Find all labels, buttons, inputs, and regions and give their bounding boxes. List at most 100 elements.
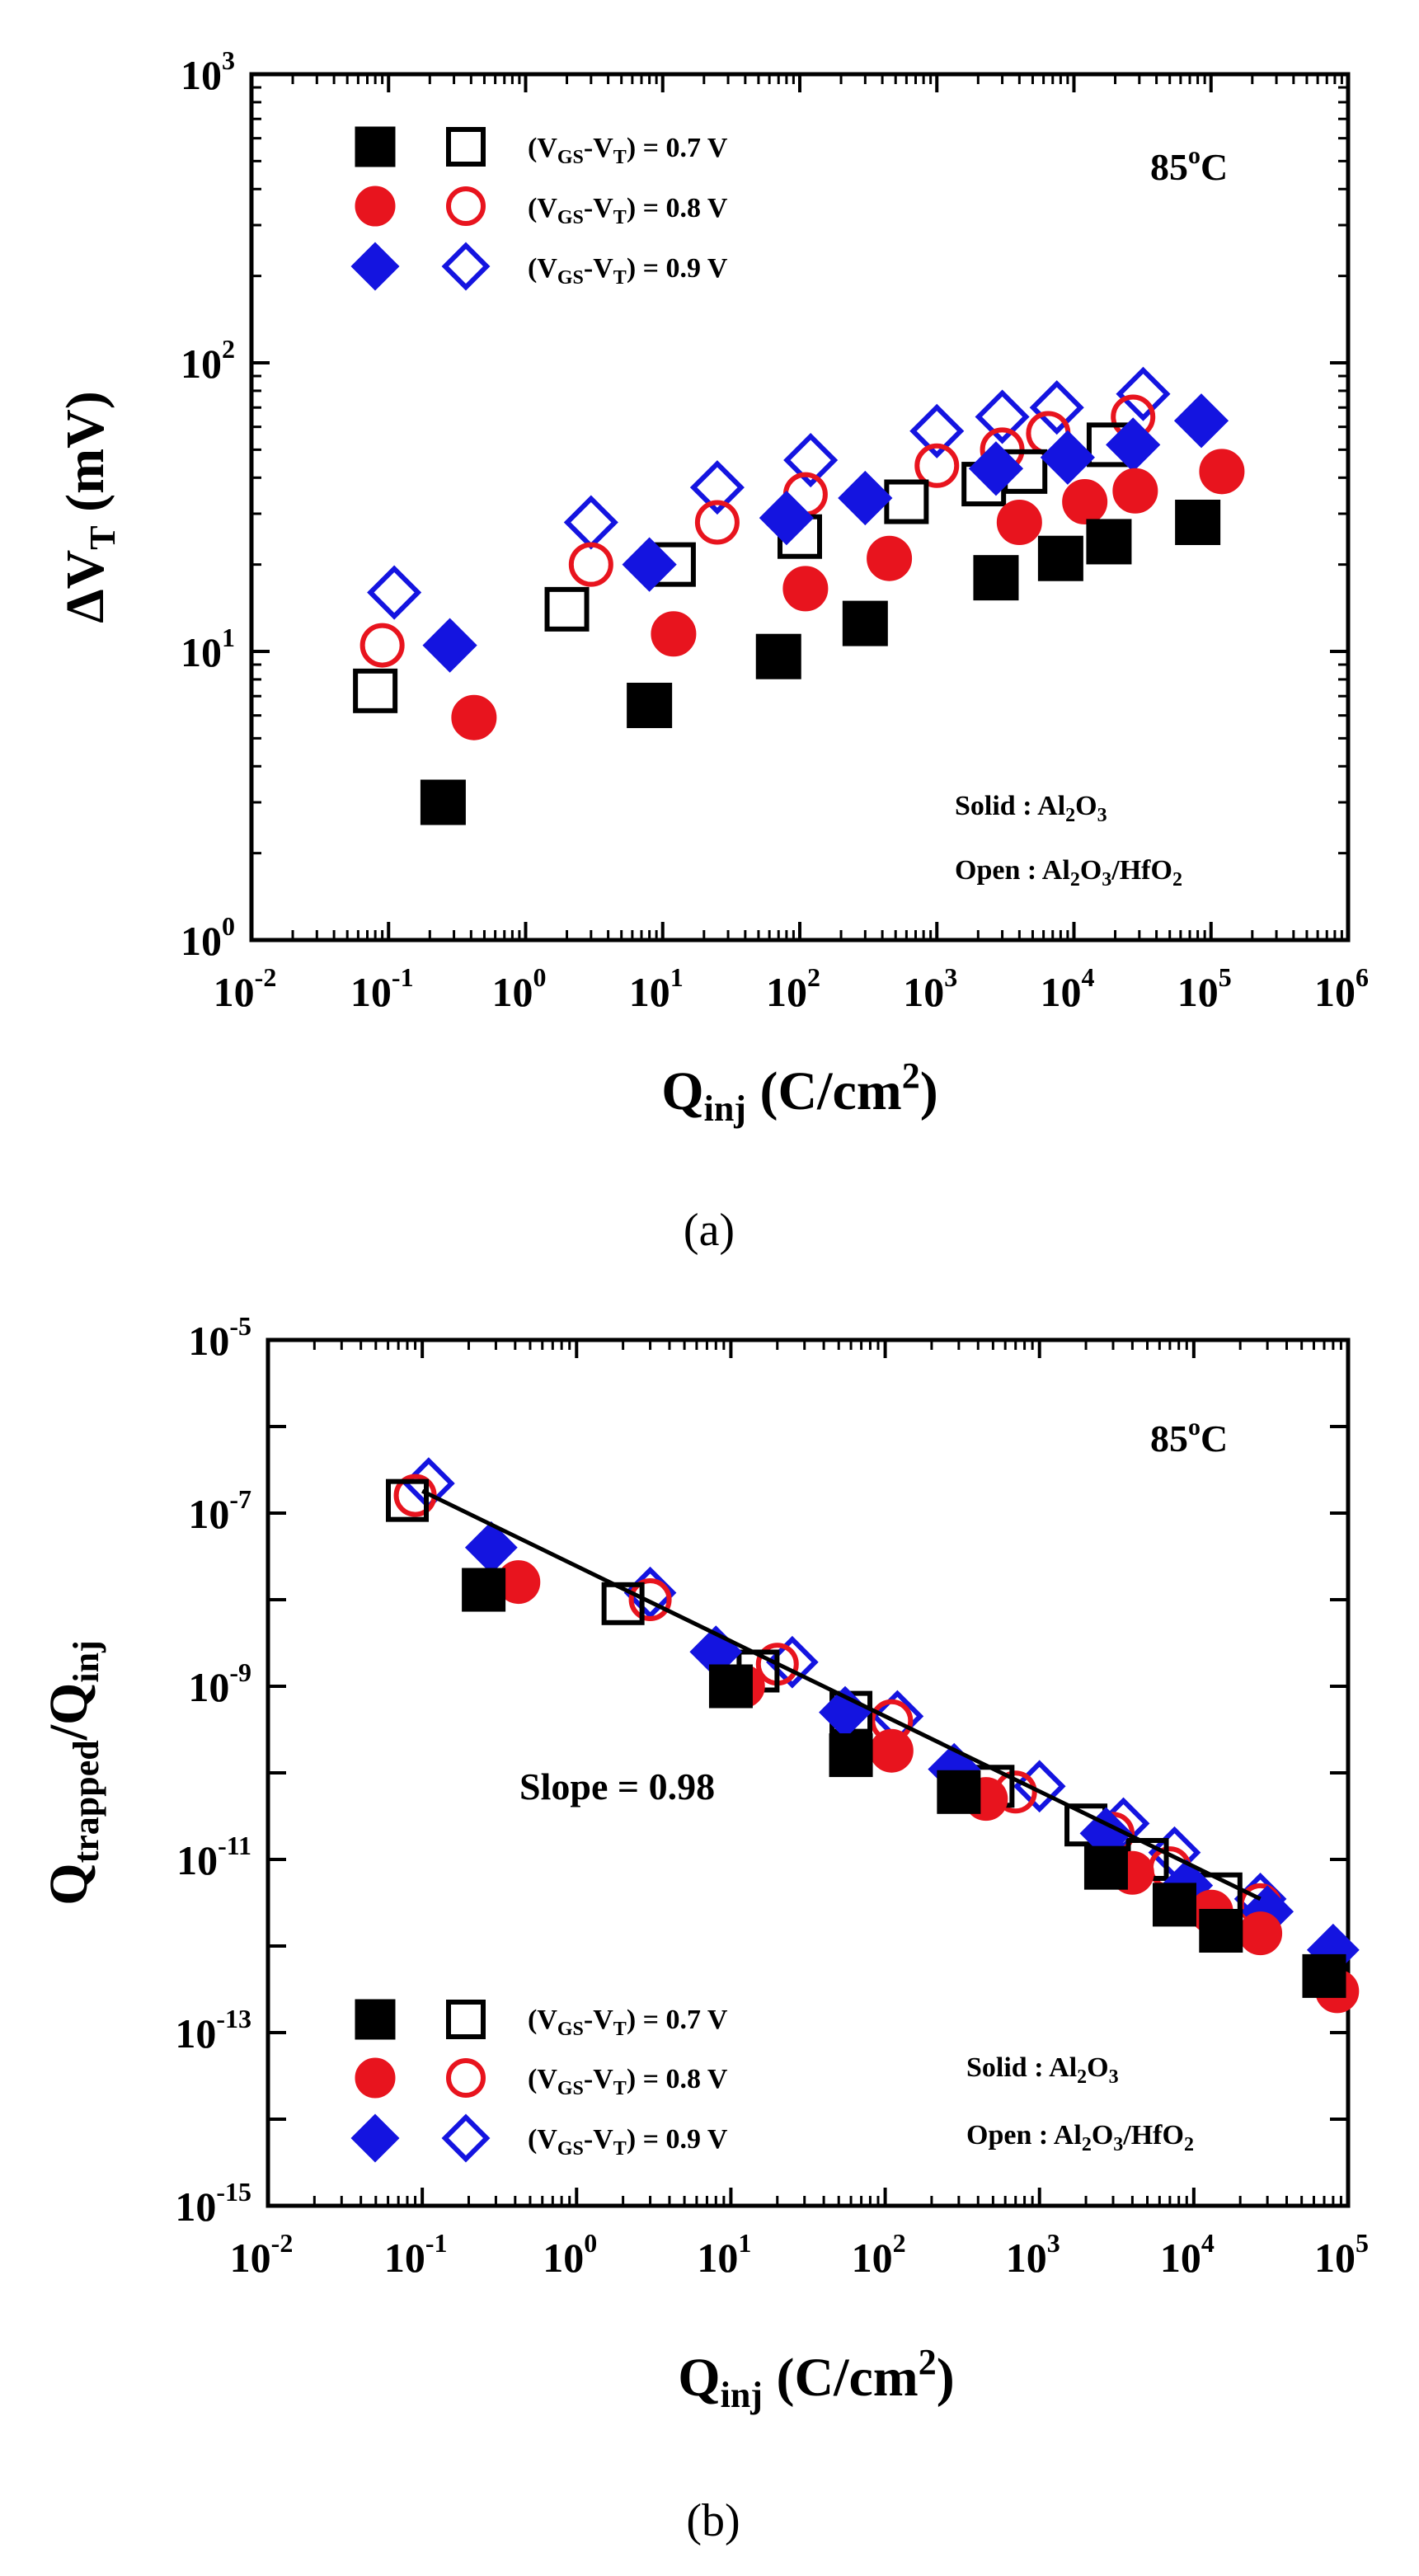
data-point-circle-solid (782, 566, 829, 612)
y-tick-label: 103 (181, 45, 235, 98)
panel-b-ticks: 10-2 10-1 100 101 102 103 104 105 10-15 10-13 10-1… (175, 1311, 1369, 2281)
x-tick-label: 103 (903, 962, 957, 1015)
x-tick-label: 100 (492, 962, 547, 1015)
legend-entry-0.8: (VGS-VT) = 0.8 V (528, 193, 728, 228)
panel-a-x-axis-label: Qinj (C/cm2) (661, 1055, 937, 1129)
panel-b-caption: (b) (686, 2495, 740, 2546)
data-point-square-solid (937, 1770, 981, 1814)
panel-b-y-axis-label: Qtrapped/Qinj (39, 1640, 106, 1906)
data-point-diamond-open (563, 495, 618, 550)
data-point-circle-solid (1062, 479, 1108, 525)
data-point-diamond-solid (968, 441, 1024, 496)
data-point-diamond-open (783, 432, 839, 488)
data-point-diamond-solid (1040, 430, 1095, 485)
data-point-square-open (601, 1582, 645, 1625)
panel-b-solid-note: Solid : Al2O3 (966, 2052, 1119, 2088)
data-point-circle-solid (1199, 449, 1245, 495)
legend-entry-0.7: (VGS-VT) = 0.7 V (528, 2005, 728, 2040)
panel-b-lines (421, 1488, 1262, 1901)
data-point-circle-solid (867, 535, 913, 581)
data-point-circle-solid (451, 694, 497, 740)
panel-a: 10-2 10-1 100 101 102 103 104 105 106 100 101 102 10… (55, 45, 1369, 1256)
data-point-square-solid (420, 779, 466, 825)
data-point-square-solid (755, 633, 801, 679)
data-point-circle-solid (1238, 1911, 1283, 1956)
x-tick-label: 102 (852, 2228, 906, 2281)
panel-a-solid-note: Solid : Al2O3 (955, 791, 1107, 826)
data-point-circle-solid (869, 1728, 914, 1773)
data-point-square-open (386, 1478, 430, 1522)
legend-circle-open-marker (446, 186, 486, 226)
data-point-diamond-open (1013, 1760, 1066, 1813)
data-point-square-solid (1037, 535, 1083, 581)
legend-diamond-solid-marker (350, 2113, 400, 2163)
y-tick-label: 10-13 (175, 2004, 251, 2057)
legend-square-open-marker (446, 2000, 486, 2039)
legend-entry-0.9: (VGS-VT) = 0.9 V (528, 253, 728, 289)
data-point-diamond-open (689, 460, 745, 515)
data-point-square-open (544, 586, 590, 632)
data-point-square-solid (973, 555, 1019, 601)
panel-a-legend-markers (350, 126, 491, 291)
panel-a-temperature-label: 85oC (1150, 142, 1228, 188)
panel-a-caption: (a) (684, 1205, 735, 1256)
legend-circle-solid-marker (355, 2057, 396, 2099)
x-tick-label: 10-2 (214, 962, 277, 1015)
data-point-circle-solid (1112, 468, 1158, 514)
data-point-square-solid (1086, 519, 1132, 565)
data-point-square-open (353, 668, 398, 713)
data-point-circle-open (914, 443, 960, 488)
data-point-diamond-solid (1173, 393, 1229, 449)
y-tick-label: 10-9 (188, 1657, 251, 1710)
x-tick-label: 104 (1160, 2228, 1215, 2281)
data-point-square-solid (842, 600, 888, 646)
data-point-circle-open (628, 1578, 672, 1621)
legend-entry-0.7: (VGS-VT) = 0.7 V (528, 133, 728, 168)
data-point-diamond-solid (838, 470, 893, 526)
legend-diamond-open-marker (441, 2113, 491, 2163)
panel-b-temperature-label: 85oC (1150, 1413, 1228, 1460)
data-point-square-solid (462, 1568, 506, 1612)
data-point-diamond-solid (422, 618, 477, 673)
panel-a-points (353, 366, 1245, 825)
x-tick-label: 101 (697, 2228, 751, 2281)
legend-diamond-solid-marker (350, 242, 400, 291)
legend-circle-solid-marker (355, 186, 396, 227)
data-point-square-open (884, 479, 929, 524)
panel-b-legend-markers (350, 1999, 491, 2163)
data-point-circle-solid (996, 499, 1042, 545)
legend-circle-open-marker (446, 2058, 486, 2098)
x-tick-label: 106 (1314, 962, 1369, 1015)
legend-square-solid-marker (355, 1999, 396, 2040)
panel-b-legend: (VGS-VT) = 0.7 V (VGS-VT) = 0.8 V (VGS-V… (350, 1999, 728, 2163)
x-tick-label: 105 (1177, 962, 1232, 1015)
data-point-square-solid (1302, 1953, 1346, 1998)
data-point-square-solid (1152, 1883, 1196, 1927)
legend-square-solid-marker (355, 126, 396, 167)
data-point-diamond-open (909, 403, 965, 458)
legend-square-open-marker (446, 127, 486, 167)
panel-b-plot-frame (265, 1337, 1351, 2208)
data-point-square-solid (1175, 499, 1221, 545)
legend-diamond-open-marker (441, 242, 491, 291)
x-tick-label: 10-1 (384, 2228, 448, 2281)
panel-a-legend: (VGS-VT) = 0.7 V (VGS-VT) = 0.8 V (VGS-V… (350, 126, 728, 291)
data-point-diamond-open (367, 565, 422, 620)
y-tick-label: 10-15 (175, 2177, 251, 2230)
x-tick-label: 10-2 (230, 2228, 294, 2281)
x-tick-label: 100 (543, 2228, 597, 2281)
y-tick-label: 10-7 (188, 1484, 251, 1537)
legend-entry-0.9: (VGS-VT) = 0.9 V (528, 2124, 728, 2160)
x-tick-label: 10-1 (350, 962, 414, 1015)
data-point-square-solid (627, 682, 673, 728)
x-tick-label: 104 (1041, 962, 1095, 1015)
data-point-circle-open (359, 623, 405, 668)
panel-a-y-axis-label: ΔVT (mV) (55, 391, 123, 623)
panel-b-slope-annotation: Slope = 0.98 (519, 1765, 715, 1807)
panel-b-points (386, 1457, 1360, 2014)
data-point-circle-open (694, 500, 740, 545)
data-point-square-solid (1199, 1909, 1243, 1953)
data-point-diamond-open (1116, 366, 1171, 421)
y-tick-label: 10-5 (188, 1311, 251, 1364)
panel-a-open-note: Open : Al2O3/HfO2 (955, 855, 1182, 891)
